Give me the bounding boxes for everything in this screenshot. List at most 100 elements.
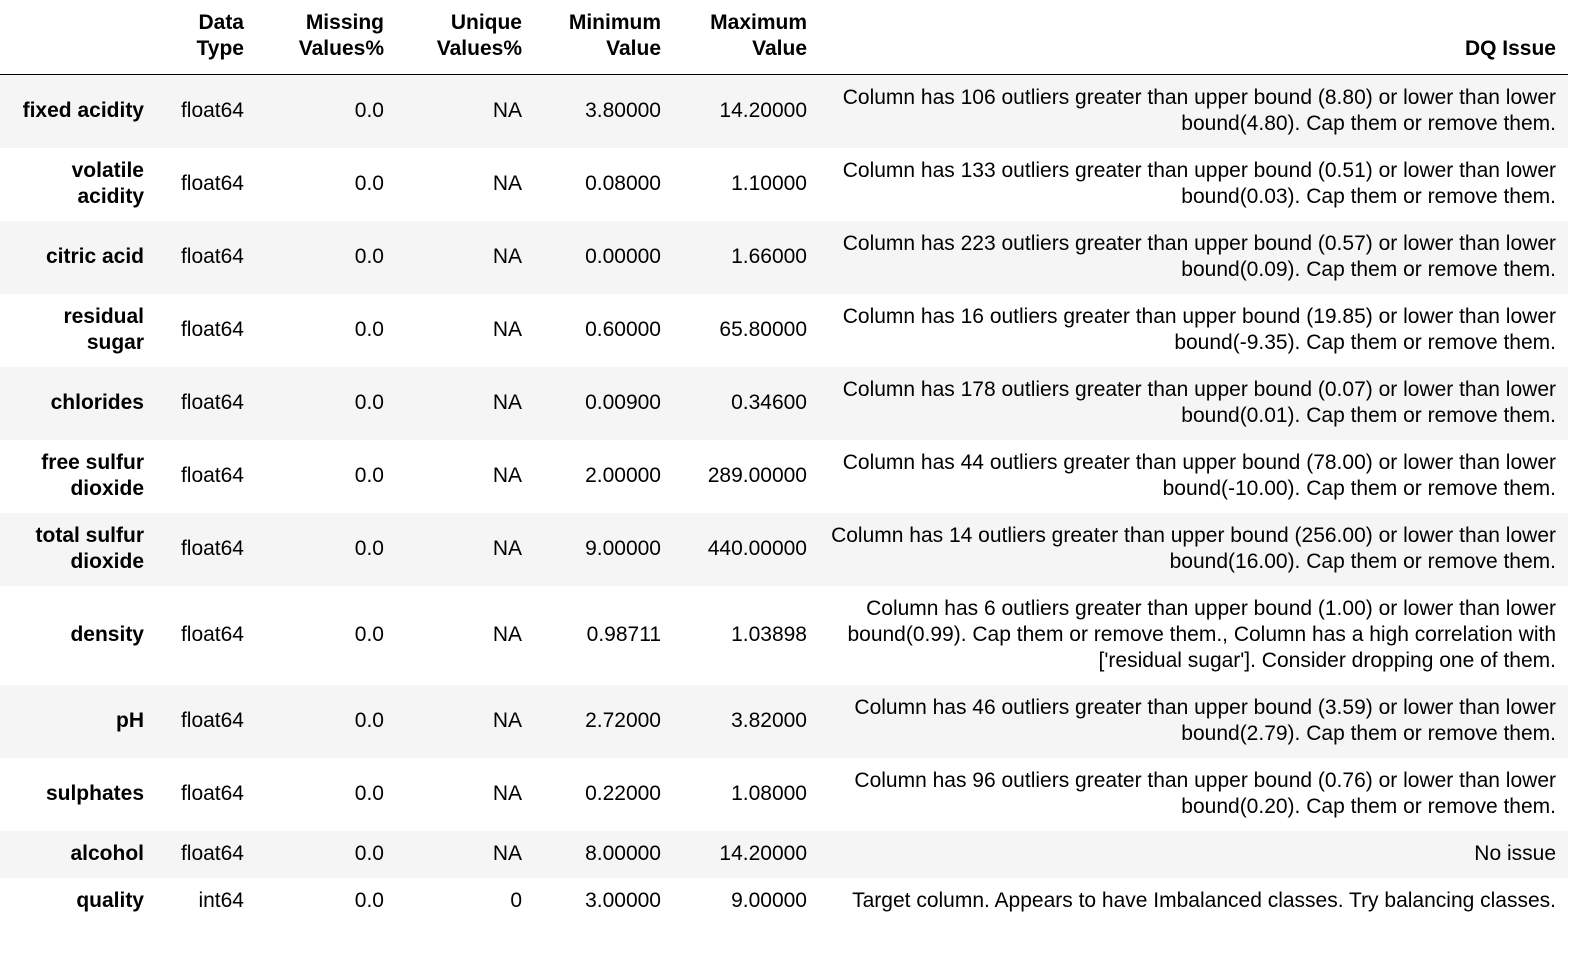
dq-issue-cell: Column has 44 outliers greater than uppe… <box>842 451 1556 500</box>
table-row: citric acid float64 0.0 NA 0.00000 1.66000 Col… <box>0 221 1568 294</box>
row-label: fixed acidity <box>22 99 144 122</box>
table-row: alcohol float64 0.0 NA 8.00000 14.20000 No iss… <box>0 831 1568 878</box>
dq-issue-cell: Column has 178 outliers greater than upp… <box>842 378 1556 427</box>
data-type-cell: float64 <box>180 623 244 646</box>
maximum-value-cell: 1.66000 <box>731 245 807 268</box>
data-type-cell: float64 <box>180 318 244 341</box>
minimum-value-cell: 0.08000 <box>585 172 661 195</box>
unique-values-cell: NA <box>492 782 522 805</box>
dq-issue-cell: Column has 106 outliers greater than upp… <box>842 86 1556 135</box>
unique-values-cell: NA <box>492 99 522 122</box>
minimum-value-cell: 8.00000 <box>585 842 661 865</box>
table-row: density float64 0.0 NA 0.98711 1.03898 Column … <box>0 586 1568 685</box>
missing-values-cell: 0.0 <box>354 623 384 646</box>
unique-values-cell: NA <box>492 391 522 414</box>
dq-issue-cell: Column has 6 outliers greater than upper… <box>847 597 1556 672</box>
minimum-value-cell: 0.98711 <box>586 623 661 646</box>
missing-values-cell: 0.0 <box>354 318 384 341</box>
row-label: total sulfur dioxide <box>35 524 145 573</box>
data-type-cell: float64 <box>180 537 244 560</box>
row-label: residual sugar <box>63 305 144 354</box>
unique-values-cell: 0 <box>510 889 522 912</box>
data-type-cell: float64 <box>180 172 244 195</box>
maximum-value-cell: 440.00000 <box>707 537 807 560</box>
index-header <box>0 0 156 75</box>
column-header-minimum-value: Minimum Value <box>534 0 673 75</box>
unique-values-cell: NA <box>492 245 522 268</box>
maximum-value-cell: 289.00000 <box>707 464 807 487</box>
maximum-value-cell: 14.20000 <box>719 842 807 865</box>
missing-values-cell: 0.0 <box>354 537 384 560</box>
table-row: fixed acidity float64 0.0 NA 3.80000 14.20000… <box>0 74 1568 148</box>
column-header-dq-issue: DQ Issue <box>819 0 1568 75</box>
unique-values-cell: NA <box>492 537 522 560</box>
table-row: free sulfur dioxide float64 0.0 NA 2.00000 28… <box>0 440 1568 513</box>
minimum-value-cell: 3.00000 <box>585 889 661 912</box>
data-type-cell: int64 <box>198 889 244 912</box>
table-row: chlorides float64 0.0 NA 0.00900 0.34600 Colum… <box>0 367 1568 440</box>
minimum-value-cell: 2.00000 <box>585 464 661 487</box>
missing-values-cell: 0.0 <box>354 391 384 414</box>
row-label: quality <box>76 889 144 912</box>
unique-values-cell: NA <box>492 318 522 341</box>
minimum-value-cell: 9.00000 <box>585 537 661 560</box>
data-type-cell: float64 <box>180 464 244 487</box>
maximum-value-cell: 1.03898 <box>731 623 807 646</box>
dq-issue-cell: Column has 96 outliers greater than uppe… <box>854 769 1556 818</box>
missing-values-cell: 0.0 <box>354 709 384 732</box>
column-header-missing-values: Missing Values% <box>256 0 396 75</box>
row-label: citric acid <box>45 245 144 268</box>
unique-values-cell: NA <box>492 709 522 732</box>
row-label: density <box>70 623 144 646</box>
data-type-cell: float64 <box>180 842 244 865</box>
table-row: quality int64 0.0 0 3.00000 9.00000 Target col… <box>0 878 1568 925</box>
maximum-value-cell: 9.00000 <box>731 889 807 912</box>
dq-issue-cell: No issue <box>1474 842 1556 865</box>
row-label: sulphates <box>45 782 144 805</box>
dq-issue-cell: Column has 16 outliers greater than uppe… <box>842 305 1556 354</box>
missing-values-cell: 0.0 <box>354 172 384 195</box>
column-header-unique-values: Unique Values% <box>396 0 534 75</box>
maximum-value-cell: 0.34600 <box>731 391 807 414</box>
dq-issue-cell: Column has 223 outliers greater than upp… <box>842 232 1556 281</box>
data-type-cell: float64 <box>180 99 244 122</box>
missing-values-cell: 0.0 <box>354 782 384 805</box>
maximum-value-cell: 65.80000 <box>719 318 807 341</box>
column-header-maximum-value: Maximum Value <box>673 0 819 75</box>
table-row: residual sugar float64 0.0 NA 0.60000 65.8000… <box>0 294 1568 367</box>
maximum-value-cell: 3.82000 <box>731 709 807 732</box>
column-header-data-type: Data Type <box>156 0 256 75</box>
unique-values-cell: NA <box>492 842 522 865</box>
missing-values-cell: 0.0 <box>354 889 384 912</box>
data-type-cell: float64 <box>180 391 244 414</box>
missing-values-cell: 0.0 <box>354 99 384 122</box>
maximum-value-cell: 1.08000 <box>731 782 807 805</box>
row-label: free sulfur dioxide <box>41 451 144 500</box>
unique-values-cell: NA <box>492 623 522 646</box>
minimum-value-cell: 0.00900 <box>585 391 661 414</box>
dq-report-table: Data Type Missing Values% Unique Values% Mi… <box>0 0 1568 925</box>
dq-issue-cell: Target column. Appears to have Imbalance… <box>852 889 1556 912</box>
missing-values-cell: 0.0 <box>354 245 384 268</box>
table-row: total sulfur dioxide float64 0.0 NA 9.00000 4… <box>0 513 1568 586</box>
dq-issue-cell: Column has 133 outliers greater than upp… <box>842 159 1556 208</box>
data-type-cell: float64 <box>180 782 244 805</box>
table-row: pH float64 0.0 NA 2.72000 3.82000 Column has 4… <box>0 685 1568 758</box>
unique-values-cell: NA <box>492 464 522 487</box>
row-label: pH <box>116 709 144 732</box>
dq-issue-cell: Column has 14 outliers greater than uppe… <box>831 524 1556 573</box>
row-label: alcohol <box>70 842 144 865</box>
missing-values-cell: 0.0 <box>354 464 384 487</box>
maximum-value-cell: 14.20000 <box>719 99 807 122</box>
row-label: chlorides <box>50 391 144 414</box>
missing-values-cell: 0.0 <box>354 842 384 865</box>
maximum-value-cell: 1.10000 <box>731 172 807 195</box>
unique-values-cell: NA <box>492 172 522 195</box>
minimum-value-cell: 0.22000 <box>585 782 661 805</box>
data-type-cell: float64 <box>180 245 244 268</box>
header-row: Data Type Missing Values% Unique Values% Mi… <box>0 0 1568 75</box>
minimum-value-cell: 2.72000 <box>585 709 661 732</box>
row-label: volatile acidity <box>71 159 144 208</box>
minimum-value-cell: 3.80000 <box>585 99 661 122</box>
minimum-value-cell: 0.60000 <box>585 318 661 341</box>
